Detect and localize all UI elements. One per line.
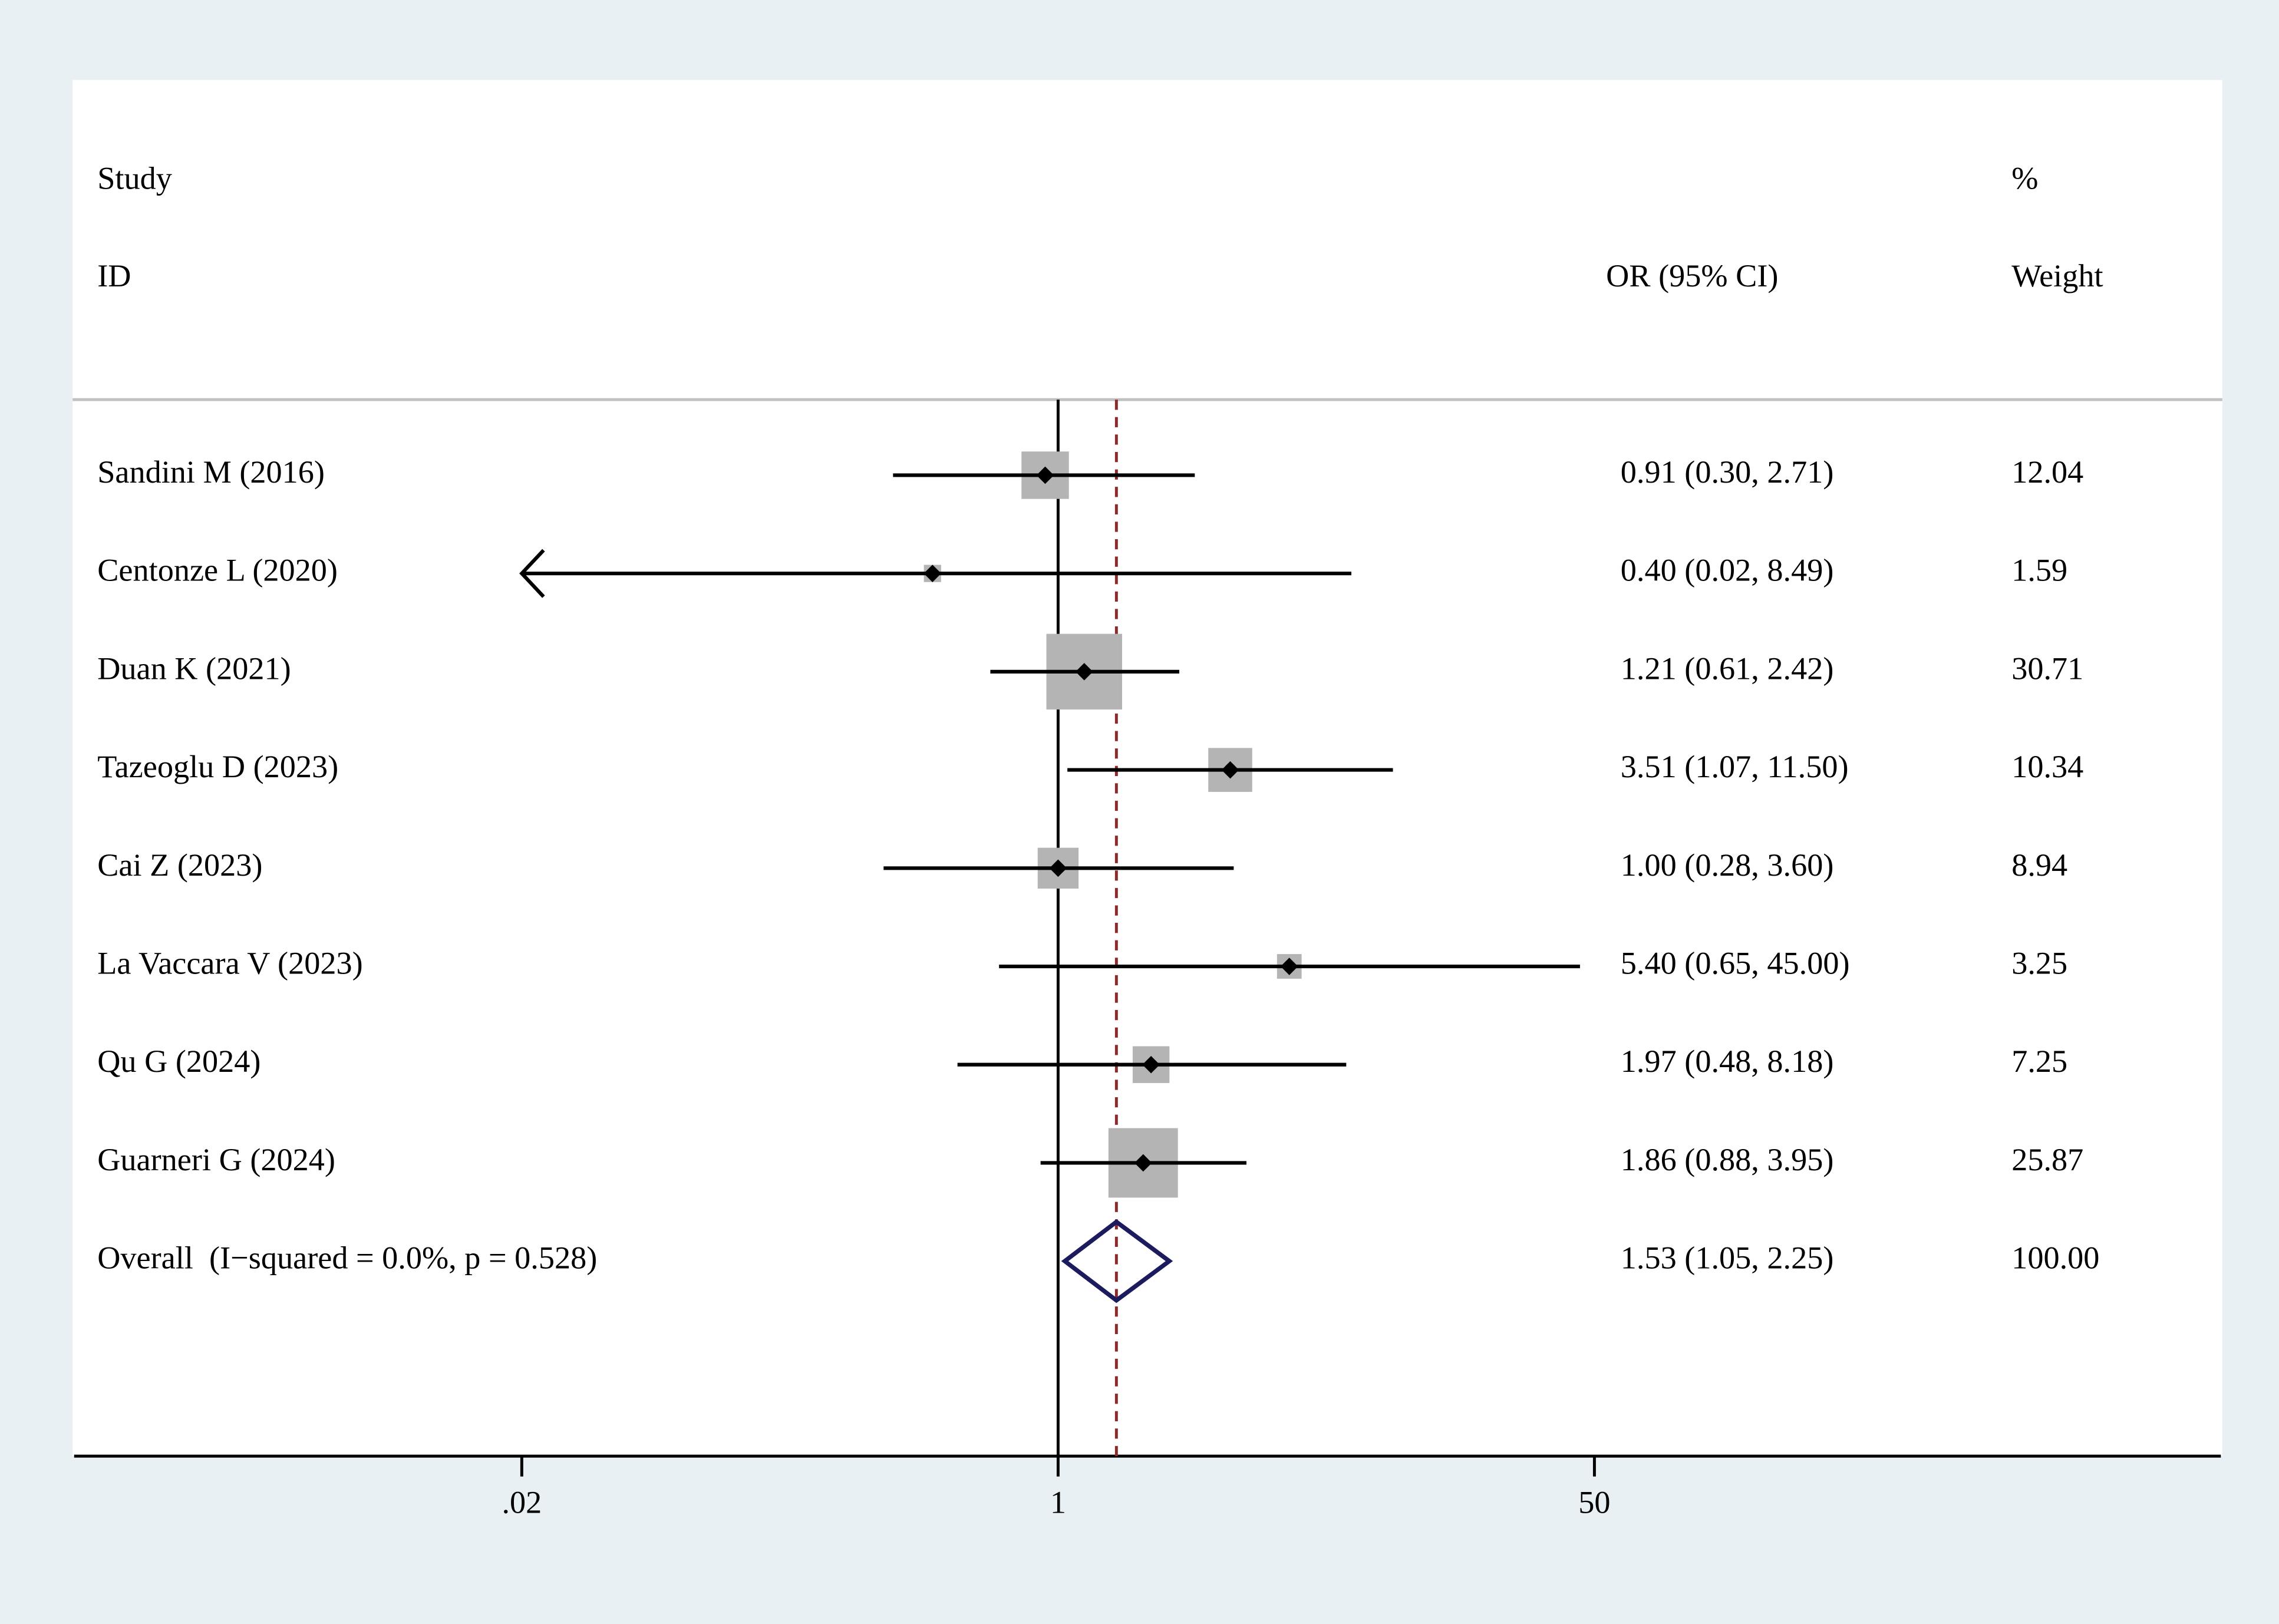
- weight-label: 100.00: [2011, 1240, 2099, 1276]
- point-estimate: [1221, 761, 1239, 779]
- weight-label: 1.59: [2011, 553, 2067, 588]
- weight-label: 25.87: [2011, 1142, 2083, 1177]
- ci-label: 1.00 (0.28, 3.60): [1621, 847, 1834, 883]
- ci-label: 1.86 (0.88, 3.95): [1621, 1142, 1834, 1177]
- study-label: Guarneri G (2024): [97, 1142, 335, 1177]
- weight-label: 3.25: [2011, 945, 2067, 981]
- header-study: Study: [97, 161, 172, 196]
- ci-label: 5.40 (0.65, 45.00): [1621, 945, 1850, 981]
- point-estimate: [1049, 859, 1067, 877]
- overall-label: Overall (I−squared = 0.0%, p = 0.528): [97, 1240, 597, 1276]
- point-estimate: [924, 565, 942, 582]
- plot-panel: [72, 80, 2222, 1457]
- point-estimate: [1142, 1055, 1160, 1074]
- header-effect: OR (95% CI): [1606, 258, 1778, 293]
- header-weight-top: %: [2011, 161, 2038, 196]
- point-estimate: [1036, 466, 1054, 484]
- ci-label: 0.40 (0.02, 8.49): [1621, 553, 1834, 588]
- weight-label: 8.94: [2011, 847, 2067, 883]
- study-label: Tazeoglu D (2023): [97, 749, 338, 784]
- x-tick-label: .02: [502, 1484, 542, 1520]
- ci-label: 3.51 (1.07, 11.50): [1621, 749, 1849, 784]
- study-label: Sandini M (2016): [97, 454, 325, 490]
- point-estimate: [1134, 1154, 1152, 1172]
- ci-label: 1.97 (0.48, 8.18): [1621, 1044, 1834, 1079]
- header-id: ID: [97, 258, 131, 293]
- overall-diamond: [1061, 1219, 1173, 1303]
- x-tick-label: 50: [1578, 1484, 1610, 1520]
- study-label: Centonze L (2020): [97, 553, 338, 588]
- weight-label: 7.25: [2011, 1044, 2067, 1079]
- ci-label: 0.91 (0.30, 2.71): [1621, 454, 1834, 490]
- point-estimate: [1280, 958, 1298, 975]
- study-label: Duan K (2021): [97, 651, 291, 686]
- weight-label: 30.71: [2011, 651, 2083, 686]
- ci-arrow: [519, 549, 545, 598]
- study-label: Cai Z (2023): [97, 847, 262, 883]
- ci-label: 1.53 (1.05, 2.25): [1621, 1240, 1834, 1276]
- study-label: La Vaccara V (2023): [97, 945, 362, 981]
- header-weight: Weight: [2011, 258, 2103, 293]
- weight-label: 12.04: [2011, 454, 2083, 490]
- point-estimate: [1075, 663, 1093, 681]
- study-label: Qu G (2024): [97, 1044, 260, 1079]
- ci-label: 1.21 (0.61, 2.42): [1621, 651, 1834, 686]
- weight-label: 10.34: [2011, 749, 2083, 784]
- x-tick-label: 1: [1050, 1484, 1066, 1520]
